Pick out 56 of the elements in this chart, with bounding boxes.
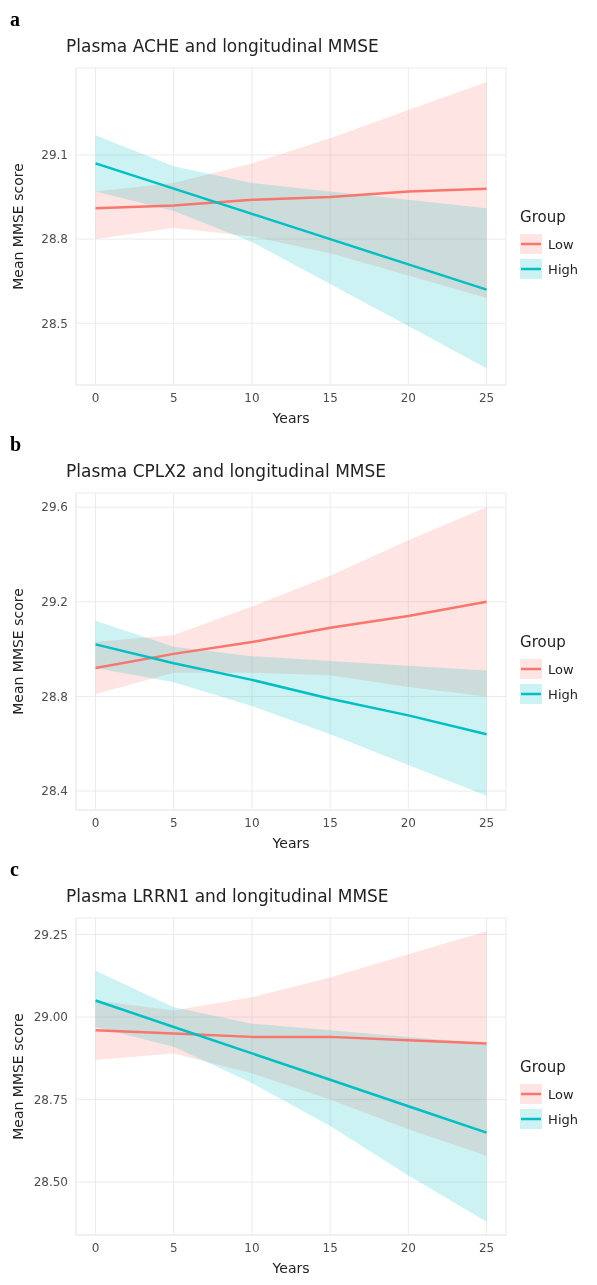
x-tick-label: 0 [91, 1240, 100, 1255]
y-tick-label: 29.25 [33, 927, 68, 942]
x-tick-label: 10 [244, 1240, 260, 1255]
chart-title: Plasma ACHE and longitudinal MMSE [65, 36, 380, 58]
legend-label: Low [548, 1086, 574, 1102]
x-tick-label: 5 [169, 815, 178, 830]
line-series [94, 162, 488, 291]
y-tick-label: 28.50 [33, 1175, 68, 1190]
legend-title: Group [520, 632, 567, 651]
x-tick-label: 15 [322, 1240, 338, 1255]
legend-label: Low [548, 236, 574, 252]
x-tick-label: 25 [478, 815, 495, 830]
y-axis-title: Mean MMSE score [9, 163, 26, 290]
x-tick-label: 15 [322, 390, 338, 405]
y-tick-label: 28.4 [41, 784, 68, 799]
legend-title: Group [520, 1057, 567, 1076]
y-tick-label: 28.75 [33, 1092, 68, 1107]
x-tick-label: 5 [169, 390, 178, 405]
legend-label: High [548, 686, 578, 702]
legend-label: Low [548, 661, 574, 677]
legend-title: Group [520, 207, 567, 226]
x-tick-label: 20 [400, 815, 416, 830]
x-tick-label: 0 [91, 390, 100, 405]
line-series [94, 1029, 488, 1045]
x-tick-label: 25 [478, 390, 495, 405]
y-tick-label: 29.1 [41, 148, 68, 163]
y-tick-label: 29.00 [33, 1010, 68, 1025]
legend-label: High [548, 261, 578, 277]
x-axis-title: Years [271, 835, 310, 851]
text: c [9, 858, 20, 882]
legend-label: High [548, 1111, 578, 1127]
x-tick-label: 20 [400, 1240, 416, 1255]
line-series [94, 999, 488, 1134]
x-tick-label: 25 [478, 1240, 495, 1255]
x-tick-label: 10 [244, 390, 260, 405]
chart-title: Plasma CPLX2 and longitudinal MMSE [65, 461, 388, 483]
x-tick-label: 0 [91, 815, 100, 830]
y-axis-title: Mean MMSE score [9, 588, 26, 715]
x-tick-label: 15 [322, 815, 338, 830]
x-tick-label: 5 [169, 1240, 178, 1255]
text: a [9, 8, 21, 32]
line-series [94, 187, 488, 210]
x-axis-title: Years [271, 1260, 310, 1276]
chart-title: Plasma LRRN1 and longitudinal MMSE [65, 886, 390, 908]
x-tick-label: 20 [400, 390, 416, 405]
line-series [94, 600, 488, 670]
y-tick-label: 28.5 [41, 316, 68, 331]
x-tick-label: 10 [244, 815, 260, 830]
y-tick-label: 28.8 [41, 689, 68, 704]
y-tick-label: 28.8 [41, 232, 68, 247]
x-axis-title: Years [271, 410, 310, 426]
y-axis-title: Mean MMSE score [9, 1013, 26, 1140]
text: b [9, 433, 23, 457]
line-series [94, 643, 488, 736]
y-tick-label: 29.2 [41, 595, 68, 610]
y-tick-label: 29.6 [41, 500, 68, 515]
